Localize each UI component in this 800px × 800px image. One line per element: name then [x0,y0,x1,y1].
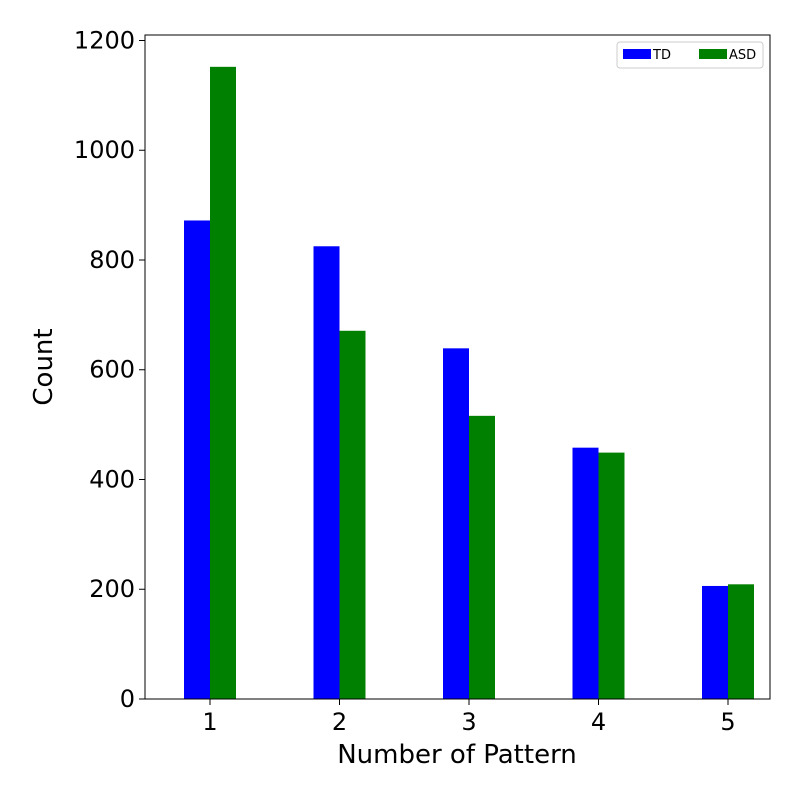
y-tick-label: 400 [89,465,135,493]
plot-frame [144,34,771,700]
bar-asd-4 [598,452,625,699]
x-axis-title: Number of Pattern [337,740,577,770]
legend-label-asd: ASD [729,48,756,63]
legend-frame [616,41,764,69]
bar-td-5 [702,585,728,699]
y-tick-label: 0 [120,685,135,713]
bar-asd-2 [339,330,366,699]
y-axis: 0 200 400 600 800 1000 1200 [74,26,145,713]
bar-td-3 [443,348,469,699]
legend-swatch-asd [699,49,727,59]
bar-td-1 [184,220,210,699]
x-axis: 1 2 3 4 5 [202,699,736,736]
x-tick-label: 1 [202,708,217,736]
y-tick-label: 1000 [74,136,135,164]
legend-swatch-td [623,49,651,59]
bar-asd-3 [469,415,495,699]
y-tick-label: 600 [89,356,135,384]
x-tick-label: 4 [591,708,606,736]
x-tick-label: 2 [332,708,347,736]
bar-asd-5 [728,584,754,699]
legend-label-td: TD [652,48,671,63]
y-tick-label: 1200 [74,26,135,54]
y-tick-label: 200 [89,575,135,603]
x-tick-label: 3 [461,708,476,736]
x-tick-label: 5 [720,708,735,736]
bar-asd-1 [210,66,236,699]
bars-group [184,66,754,700]
y-tick-label: 800 [89,246,135,274]
bar-td-2 [313,246,340,700]
legend: TD ASD [616,41,764,69]
bar-td-4 [572,447,599,699]
y-axis-title: Count [29,328,59,405]
